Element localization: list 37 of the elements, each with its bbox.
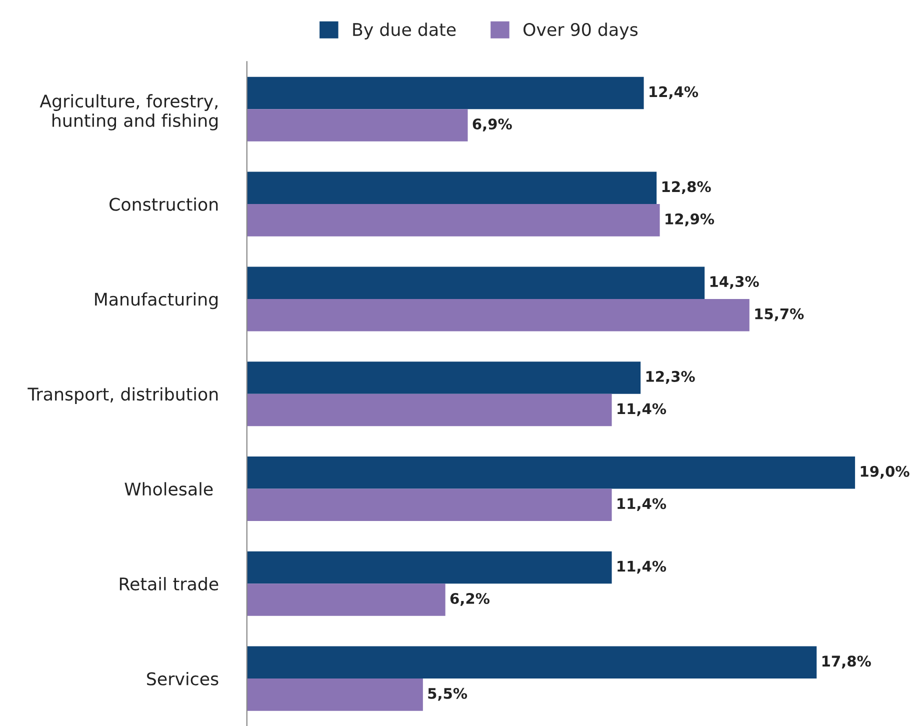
data-label: 6,2% bbox=[450, 592, 490, 606]
data-label: 11,4% bbox=[618, 560, 666, 574]
bar bbox=[246, 172, 657, 204]
bar bbox=[246, 646, 817, 679]
y-tick-label: Construction bbox=[110, 197, 218, 211]
y-tick-label: Manufacturing bbox=[95, 292, 218, 310]
y-tick-label: Wholesale bbox=[124, 482, 213, 496]
bar bbox=[246, 678, 423, 711]
data-label: 19,0% bbox=[860, 466, 910, 479]
bar bbox=[246, 394, 612, 426]
bar bbox=[246, 109, 468, 142]
data-label: 11,4% bbox=[618, 498, 666, 511]
data-label: 17,8% bbox=[822, 656, 871, 669]
data-label: 6,9% bbox=[472, 118, 512, 132]
bar bbox=[246, 551, 612, 584]
legend-label: By due date bbox=[353, 22, 456, 40]
data-label: 14,3% bbox=[710, 276, 759, 289]
data-label: 15,7% bbox=[755, 308, 804, 322]
bar bbox=[246, 488, 612, 522]
data-label: 5,5% bbox=[428, 688, 468, 701]
y-tick-label: Services bbox=[147, 672, 218, 686]
bar bbox=[246, 584, 446, 616]
bar bbox=[246, 76, 644, 110]
bar bbox=[246, 204, 660, 236]
y-tick-label: Retail trade bbox=[120, 577, 218, 590]
bar bbox=[246, 362, 641, 394]
data-label: 12,4% bbox=[650, 86, 698, 100]
data-label: 12,9% bbox=[666, 213, 714, 226]
data-label: 12,3% bbox=[646, 370, 695, 384]
legend-label: Over 90 days bbox=[524, 22, 638, 40]
data-label: 11,4% bbox=[618, 403, 666, 416]
bar bbox=[246, 298, 750, 332]
y-tick-label: Agriculture, forestry, hunting and fishing bbox=[40, 94, 218, 130]
bar bbox=[246, 266, 705, 299]
bar bbox=[246, 456, 856, 489]
data-label: 12,8% bbox=[662, 181, 711, 194]
y-tick-label: Transport, distribution bbox=[28, 387, 218, 404]
